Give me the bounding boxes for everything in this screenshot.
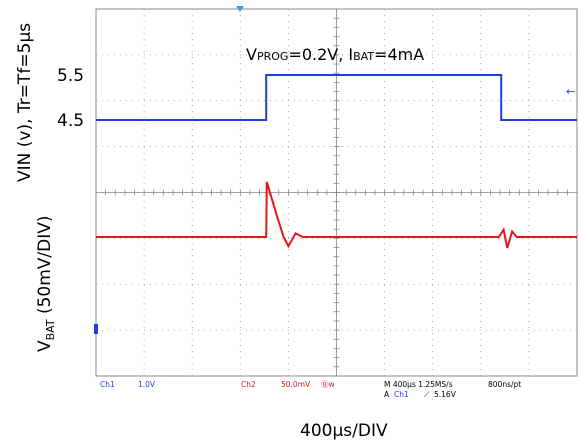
annotation-v-rest: =0.2V, I <box>288 45 353 64</box>
x-axis-label: 400µs/DIV <box>300 421 388 441</box>
status-trigger-ch: Ch1 <box>394 390 409 399</box>
status-timebase: M 400µs 1.25MS/s <box>384 380 453 389</box>
status-ch2-scale: 50.0mV <box>281 380 311 389</box>
annotation-i-rest: =4mA <box>374 45 424 64</box>
status-ch2: Ch2 <box>241 380 256 389</box>
y-axis-label-top: VIN (v), Tr=Tf=5µs <box>15 23 35 182</box>
annotation-v-sub: PROG <box>257 50 288 63</box>
status-trigger-a: A <box>384 390 390 399</box>
ytick-label-4.5: 4.5 <box>57 111 84 131</box>
vbat-trace <box>96 181 577 249</box>
status-ch1: Ch1 <box>100 380 115 389</box>
y-axis-label-bottom-main: V <box>35 340 55 352</box>
vin-trace <box>96 74 577 121</box>
trace-group <box>96 74 577 249</box>
status-record: 800ns/pt <box>488 380 521 389</box>
ch1-ground-marker: ← <box>566 85 575 98</box>
status-trigger-level: 5.16V <box>434 390 457 399</box>
graticule <box>96 9 577 376</box>
status-ch2-bw-icon: Ⓑw <box>321 380 335 389</box>
status-trigger-slope: ⟋ <box>424 390 430 399</box>
y-axis-label-bottom-rest: (50mV/DIV) <box>35 215 55 319</box>
ytick-label-5.5: 5.5 <box>57 66 84 86</box>
ch2-ground-marker <box>94 324 98 334</box>
y-axis-label-bottom: VBAT (50mV/DIV) <box>35 215 57 352</box>
annotation-text: VPROG=0.2V, IBAT=4mA <box>246 45 424 64</box>
status-ch1-scale: 1.0V <box>138 380 156 389</box>
annotation-i-sub: BAT <box>353 50 374 63</box>
annotation-v: V <box>246 45 257 64</box>
trigger-position-marker <box>236 6 244 12</box>
y-axis-label-bottom-sub: BAT <box>44 319 57 340</box>
